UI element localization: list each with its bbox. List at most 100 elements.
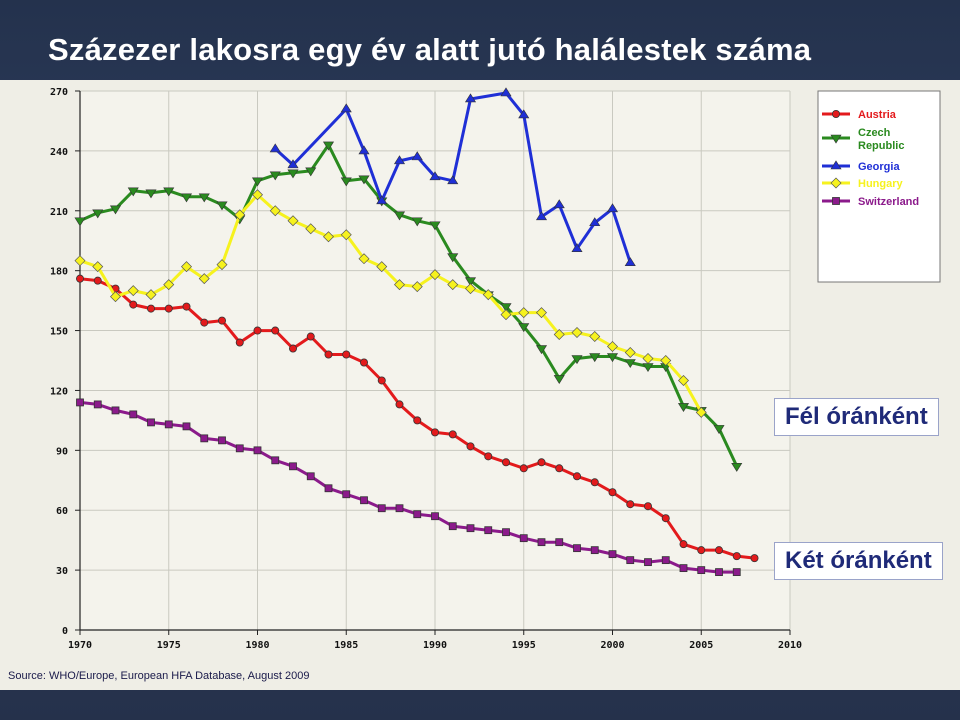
data-point-austria (644, 502, 653, 511)
data-point-czech-republic (571, 355, 583, 365)
data-point-hungary (678, 374, 689, 386)
x-tick-label: 2000 (600, 640, 624, 651)
data-point-switzerland (342, 490, 351, 499)
data-point-czech-republic (713, 425, 725, 434)
data-point-austria (626, 500, 635, 509)
data-point-switzerland (200, 434, 209, 443)
data-point-czech-republic (429, 221, 441, 231)
data-point-switzerland (573, 544, 581, 553)
x-tick-label: 2005 (689, 640, 713, 651)
data-point-switzerland (715, 568, 723, 577)
data-point-switzerland (661, 556, 670, 565)
data-point-hungary (642, 353, 654, 364)
data-point-hungary (127, 285, 139, 297)
data-point-austria (395, 400, 404, 409)
x-tick-label: 1990 (423, 640, 447, 651)
data-point-austria (608, 488, 617, 497)
data-point-georgia (358, 145, 370, 155)
data-point-czech-republic (358, 175, 370, 185)
legend-marker-switzerland (832, 197, 840, 205)
data-point-austria (430, 428, 439, 437)
data-point-czech-republic (109, 205, 122, 215)
data-point-hungary (607, 341, 618, 353)
data-point-georgia (606, 203, 619, 213)
data-point-georgia (464, 93, 477, 103)
data-point-georgia (340, 103, 352, 113)
data-point-hungary (92, 261, 104, 273)
data-point-hungary (553, 329, 565, 341)
data-point-georgia (269, 143, 281, 153)
data-point-switzerland (93, 400, 102, 409)
data-point-austria (519, 464, 528, 473)
x-tick-label: 1975 (157, 640, 181, 651)
legend-marker-austria (832, 109, 841, 118)
data-point-czech-republic (322, 141, 335, 151)
data-point-switzerland (644, 558, 652, 567)
data-point-hungary (518, 307, 530, 319)
series-line-georgia (274, 91, 632, 264)
data-point-switzerland (484, 526, 493, 535)
data-point-hungary (145, 289, 157, 301)
data-point-austria (590, 478, 599, 487)
data-point-austria (76, 274, 85, 283)
data-point-switzerland (590, 546, 599, 555)
data-point-hungary (358, 253, 370, 265)
data-point-switzerland (466, 524, 475, 533)
data-point-switzerland (147, 418, 155, 427)
data-point-austria (377, 376, 386, 385)
data-point-austria (217, 316, 226, 325)
data-point-switzerland (732, 568, 741, 577)
data-point-georgia (589, 217, 601, 227)
data-point-czech-republic (269, 171, 281, 181)
data-point-hungary (198, 273, 210, 285)
y-tick-label: 150 (50, 327, 68, 338)
data-point-switzerland (431, 512, 439, 521)
x-tick-label: 1970 (68, 640, 92, 651)
data-point-czech-republic (340, 177, 352, 187)
series-austria (76, 274, 759, 563)
data-point-switzerland (324, 484, 333, 493)
data-point-switzerland (697, 566, 706, 575)
data-point-hungary (500, 309, 512, 321)
data-point-czech-republic (92, 209, 104, 219)
data-point-austria (146, 304, 155, 313)
legend-label-czech-republic: Czech Republic (858, 127, 904, 152)
data-point-georgia (376, 195, 388, 205)
data-point-austria (537, 458, 546, 467)
data-point-switzerland (164, 420, 173, 429)
data-point-austria (182, 302, 191, 311)
data-point-hungary (287, 215, 299, 227)
data-point-switzerland (218, 436, 226, 445)
data-point-czech-republic (606, 353, 619, 363)
callout-half-hourly: Fél óránként (774, 398, 939, 436)
data-point-switzerland (502, 528, 510, 537)
data-point-hungary (660, 355, 672, 366)
data-point-hungary (216, 259, 228, 271)
data-point-austria (306, 332, 315, 341)
x-tick-label: 2010 (778, 640, 802, 651)
data-point-switzerland (377, 504, 386, 513)
data-point-hungary (323, 231, 334, 243)
y-tick-label: 30 (56, 566, 68, 577)
data-point-hungary (234, 209, 246, 221)
data-point-georgia (393, 155, 406, 165)
series-georgia (269, 87, 636, 266)
data-point-georgia (571, 243, 583, 253)
data-point-hungary (571, 327, 583, 339)
data-point-czech-republic (677, 403, 690, 412)
legend-marker-georgia (830, 160, 842, 170)
legend: Austria Czech Republic Georgia Hungary Switze… (817, 90, 941, 283)
data-point-switzerland (413, 510, 422, 519)
legend-label-switzerland: Switzerland (858, 196, 919, 208)
grid-lines (79, 90, 791, 631)
data-point-austria (93, 276, 102, 285)
data-point-hungary (305, 223, 317, 235)
data-point-austria (484, 452, 493, 461)
data-point-georgia (500, 87, 512, 97)
data-point-czech-republic (553, 375, 565, 385)
data-point-georgia (287, 159, 299, 169)
data-point-hungary (589, 331, 601, 343)
data-point-hungary (181, 261, 192, 273)
data-point-hungary (74, 255, 86, 267)
data-point-georgia (447, 175, 459, 185)
